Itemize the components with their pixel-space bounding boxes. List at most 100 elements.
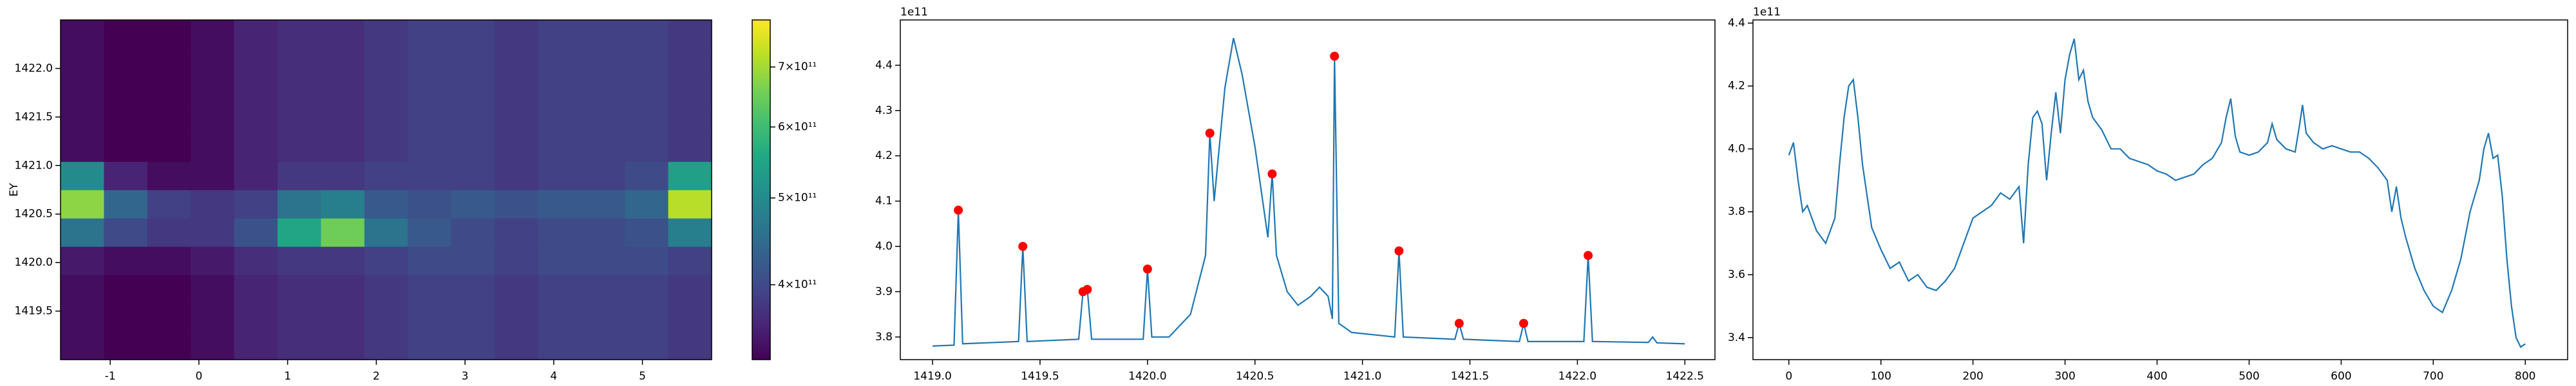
x-tick-label: 1422.5 [1666, 370, 1704, 383]
heatmap-cell [234, 20, 278, 49]
offset-text: 1e11 [900, 6, 928, 19]
heatmap-cell [234, 133, 278, 162]
heatmap-cell [104, 331, 148, 360]
heatmap-cell [408, 331, 452, 360]
heatmap-cell [538, 48, 582, 77]
heatmap-cell [581, 218, 625, 247]
heatmap-cell [191, 48, 235, 77]
colorbar-tick-label: 5×10¹¹ [778, 192, 817, 205]
heatmap-cell [191, 105, 235, 134]
heatmap-cell [625, 133, 669, 162]
heatmap-cell [581, 190, 625, 219]
heatmap-cell [61, 48, 104, 77]
heatmap-cell [495, 105, 538, 134]
heatmap-cell [538, 161, 582, 190]
heatmap-cell [408, 133, 452, 162]
y-tick-label: 4.3 [875, 104, 893, 117]
x-tick-label: 1421.0 [1343, 370, 1381, 383]
heatmap-cell [408, 48, 452, 77]
heatmap-cell [451, 246, 495, 275]
heatmap-cell [364, 331, 408, 360]
heatmap-cell [321, 77, 365, 106]
heatmap-cell [668, 48, 712, 77]
heatmap-cell [278, 303, 321, 332]
heatmap-cell [451, 331, 495, 360]
heatmap-cell [668, 303, 712, 332]
heatmap-cell [495, 275, 538, 304]
heatmap-cell [234, 105, 278, 134]
heatmap-cell [191, 303, 235, 332]
heatmap-cell [147, 161, 191, 190]
heatmap-cell [625, 331, 669, 360]
heatmap-cell [495, 161, 538, 190]
heatmap-cell [234, 190, 278, 219]
heatmap-cell [451, 105, 495, 134]
heatmap-cell [278, 48, 321, 77]
heatmap-cell [625, 105, 669, 134]
y-tick-label: 4.2 [875, 149, 893, 162]
heatmap-cell [668, 161, 712, 190]
y-tick-label: 3.4 [1728, 331, 1745, 344]
heatmap-cell [104, 48, 148, 77]
y-tick-label: 4.4 [875, 59, 893, 71]
heatmap-cell [147, 20, 191, 49]
heatmap-cell [364, 48, 408, 77]
y-tick-label: 4.0 [1728, 142, 1745, 155]
heatmap-cell [191, 190, 235, 219]
colorbar-tick-label: 6×10¹¹ [778, 120, 817, 133]
heatmap-cell [538, 275, 582, 304]
heatmap-cell [191, 133, 235, 162]
x-tick-label: 1422.0 [1558, 370, 1596, 383]
heatmap-cell [234, 77, 278, 106]
heatmap-cell [495, 48, 538, 77]
peak-marker [1584, 251, 1593, 261]
heatmap-cell [234, 331, 278, 360]
x-tick-label: 1419.5 [1021, 370, 1059, 383]
axes-frame [60, 19, 712, 360]
heatmap-cell [364, 303, 408, 332]
heatmap-cell [495, 77, 538, 106]
heatmap-cell [278, 161, 321, 190]
heatmap-cell [104, 105, 148, 134]
heatmap-cell [451, 161, 495, 190]
heatmap-cell [278, 77, 321, 106]
heatmap-cell [581, 161, 625, 190]
heatmap-cell [147, 48, 191, 77]
heatmap-cell [147, 275, 191, 304]
heatmap-cell [538, 190, 582, 219]
y-tick-label: 3.8 [1728, 205, 1745, 218]
x-tick-label: 600 [2331, 370, 2351, 383]
heatmap-cell [321, 246, 365, 275]
heatmap-cell [321, 275, 365, 304]
x-tick-label: 200 [1962, 370, 1983, 383]
heatmap-cell [495, 20, 538, 49]
heatmap-cell [451, 77, 495, 106]
heatmap-cell [364, 246, 408, 275]
heatmap-cell [61, 190, 104, 219]
peak-marker [1142, 264, 1152, 274]
heatmap-cell [321, 133, 365, 162]
axes-frame [1752, 19, 2568, 360]
heatmap-cell [191, 218, 235, 247]
heatmap-cell [147, 331, 191, 360]
heatmap-cell [191, 20, 235, 49]
heatmap-cell [364, 105, 408, 134]
heatmap-cell [234, 246, 278, 275]
y-tick-label: 3.9 [875, 285, 893, 298]
heatmap-cell [364, 133, 408, 162]
heatmap-cell [451, 190, 495, 219]
heatmap-cell [321, 105, 365, 134]
heatmap-cell [147, 218, 191, 247]
heatmap-cell [321, 303, 365, 332]
heatmap-cell [625, 190, 669, 219]
heatmap-cell [495, 331, 538, 360]
heatmap-cell [538, 218, 582, 247]
y-tick-label: 1421.5 [15, 111, 53, 124]
y-tick-label: 4.4 [1728, 17, 1745, 30]
heatmap-cell [104, 190, 148, 219]
x-tick-label: 400 [2146, 370, 2167, 383]
x-tick-label: 0 [1785, 370, 1792, 383]
x-tick-label: 800 [2515, 370, 2535, 383]
peak-marker [1267, 169, 1277, 179]
heatmap-cell [625, 161, 669, 190]
